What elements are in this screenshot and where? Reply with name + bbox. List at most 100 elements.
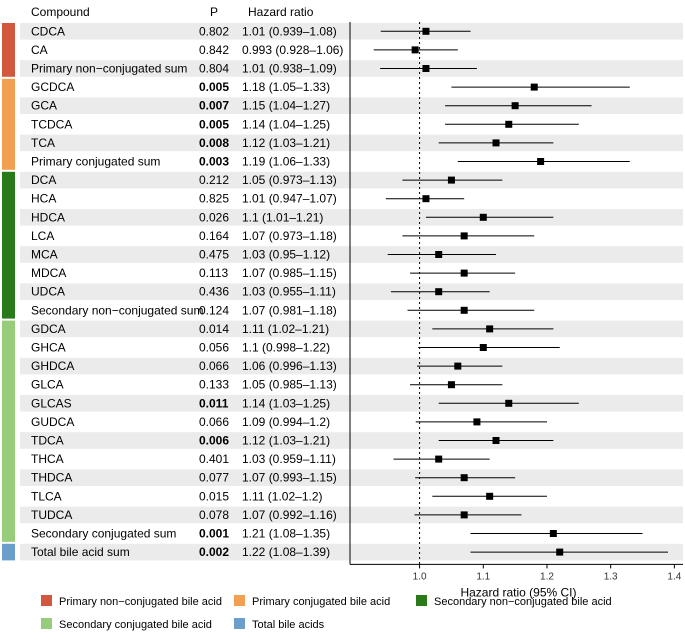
x-tick-label: 1.1 [476,571,490,582]
group-color-bar [2,320,15,542]
row-stripe [20,23,683,40]
hazard-ratio-point [492,437,500,444]
legend-swatch [41,618,52,629]
legend-swatch [41,595,52,606]
group-color-bar [2,171,15,319]
row-p-value: 0.825 [199,192,229,206]
row-stripe [20,357,683,375]
row-compound-label: GHDCA [31,359,74,373]
table-headers: Compound P Hazard ratio [31,5,314,19]
row-p-value: 0.842 [199,43,229,57]
row-hazard-ratio: 1.07 (0.992–1.16) [242,508,337,522]
legend-swatch [416,595,427,606]
hazard-ratio-point [556,548,564,556]
row-p-value: 0.001 [199,527,229,541]
row-hazard-ratio: 1.07 (0.985–1.15) [242,266,337,280]
hazard-ratio-point [454,362,462,370]
group-color-bar [2,543,15,561]
hazard-ratio-point [505,120,513,128]
row-compound-label: GCDCA [31,80,74,94]
row-hazard-ratio: 1.21 (1.08–1.35) [242,527,330,541]
row-stripe [20,60,683,77]
row-compound-label: MDCA [31,266,66,280]
table-rows: CDCA 0.802 1.01 (0.939–1.08) CA 0.842 0.993 (… [31,24,343,559]
row-p-value: 0.124 [199,303,229,317]
legend: Primary non−conjugated bile acid Primary … [41,595,612,631]
hazard-ratio-point [460,232,468,240]
hazard-ratio-point [479,344,487,351]
row-stripe [20,209,683,226]
row-hazard-ratio: 1.03 (0.95–1.12) [242,248,330,262]
row-compound-label: TCA [31,136,55,150]
row-stripe [20,543,683,561]
row-p-value: 0.026 [199,210,229,224]
hazard-ratio-point [411,46,419,54]
row-p-value: 0.056 [199,341,229,355]
row-p-value: 0.436 [199,285,229,299]
hazard-ratio-point [530,83,538,91]
row-hazard-ratio: 1.12 (1.03–1.21) [242,434,330,448]
group-color-bar [2,78,15,170]
row-p-value: 0.078 [199,508,229,522]
row-p-value: 0.008 [199,136,229,150]
row-hazard-ratio: 1.15 (1.04–1.27) [242,99,330,113]
x-tick-label: 1.0 [413,571,427,582]
hazard-ratio-point [460,269,468,277]
row-p-value: 0.401 [199,452,229,466]
x-tick-label: 1.4 [667,571,681,582]
row-hazard-ratio: 1.1 (0.998–1.22) [242,341,330,355]
row-hazard-ratio: 1.18 (1.05–1.33) [242,80,330,94]
row-compound-label: TUDCA [31,508,72,522]
row-compound-label: THCA [31,452,64,466]
row-hazard-ratio: 1.11 (1.02–1.2) [242,489,323,503]
row-stripe [20,506,683,524]
hazard-ratio-point [492,139,500,147]
hazard-ratio-point [422,27,430,35]
row-hazard-ratio: 1.09 (0.994–1.2) [242,415,330,429]
row-p-value: 0.007 [199,99,229,113]
row-p-value: 0.475 [199,248,229,262]
row-hazard-ratio: 1.07 (0.973–1.18) [242,229,337,243]
row-p-value: 0.133 [199,378,229,392]
row-compound-label: GLCAS [31,396,72,410]
row-hazard-ratio: 1.01 (0.947–1.07) [242,192,337,206]
row-p-value: 0.005 [199,117,229,131]
hazard-ratio-point [422,65,430,72]
row-p-value: 0.014 [199,322,229,336]
hazard-ratio-point [460,306,468,314]
header-hazard-ratio: Hazard ratio [248,5,314,19]
hazard-ratio-point [486,325,494,333]
row-compound-label: TLCA [31,489,62,503]
header-compound: Compound [31,5,90,19]
x-axis-label: Hazard ratio (95% CI) [460,585,576,599]
row-stripe [20,395,683,412]
row-stripes [20,23,683,561]
row-hazard-ratio: 1.01 (0.939–1.08) [242,24,337,38]
x-tick-label: 1.3 [604,571,618,582]
forest-plot-area [373,22,668,565]
row-hazard-ratio: 1.14 (1.03–1.25) [242,396,330,410]
hazard-ratio-point [447,176,455,184]
row-stripe [20,283,683,300]
row-compound-label: GUDCA [31,415,74,429]
row-stripe [20,320,683,338]
row-p-value: 0.006 [199,434,229,448]
row-p-value: 0.011 [199,396,229,410]
legend-swatch [234,618,245,629]
row-stripe [20,171,683,189]
legend-label: Total bile acids [252,619,325,631]
hazard-ratio-point [435,251,443,258]
row-hazard-ratio: 1.11 (1.02–1.21) [242,322,329,336]
row-hazard-ratio: 1.01 (0.938–1.09) [242,62,337,76]
x-tick-label: 1.2 [540,571,554,582]
row-compound-label: GCA [31,99,57,113]
row-hazard-ratio: 1.14 (1.04–1.25) [242,117,330,131]
row-hazard-ratio: 1.06 (0.996–1.13) [242,359,337,373]
row-compound-label: HDCA [31,210,65,224]
row-compound-label: CA [31,43,48,57]
row-hazard-ratio: 1.07 (0.981–1.18) [242,303,337,317]
row-p-value: 0.804 [199,62,229,76]
row-compound-label: DCA [31,173,56,187]
